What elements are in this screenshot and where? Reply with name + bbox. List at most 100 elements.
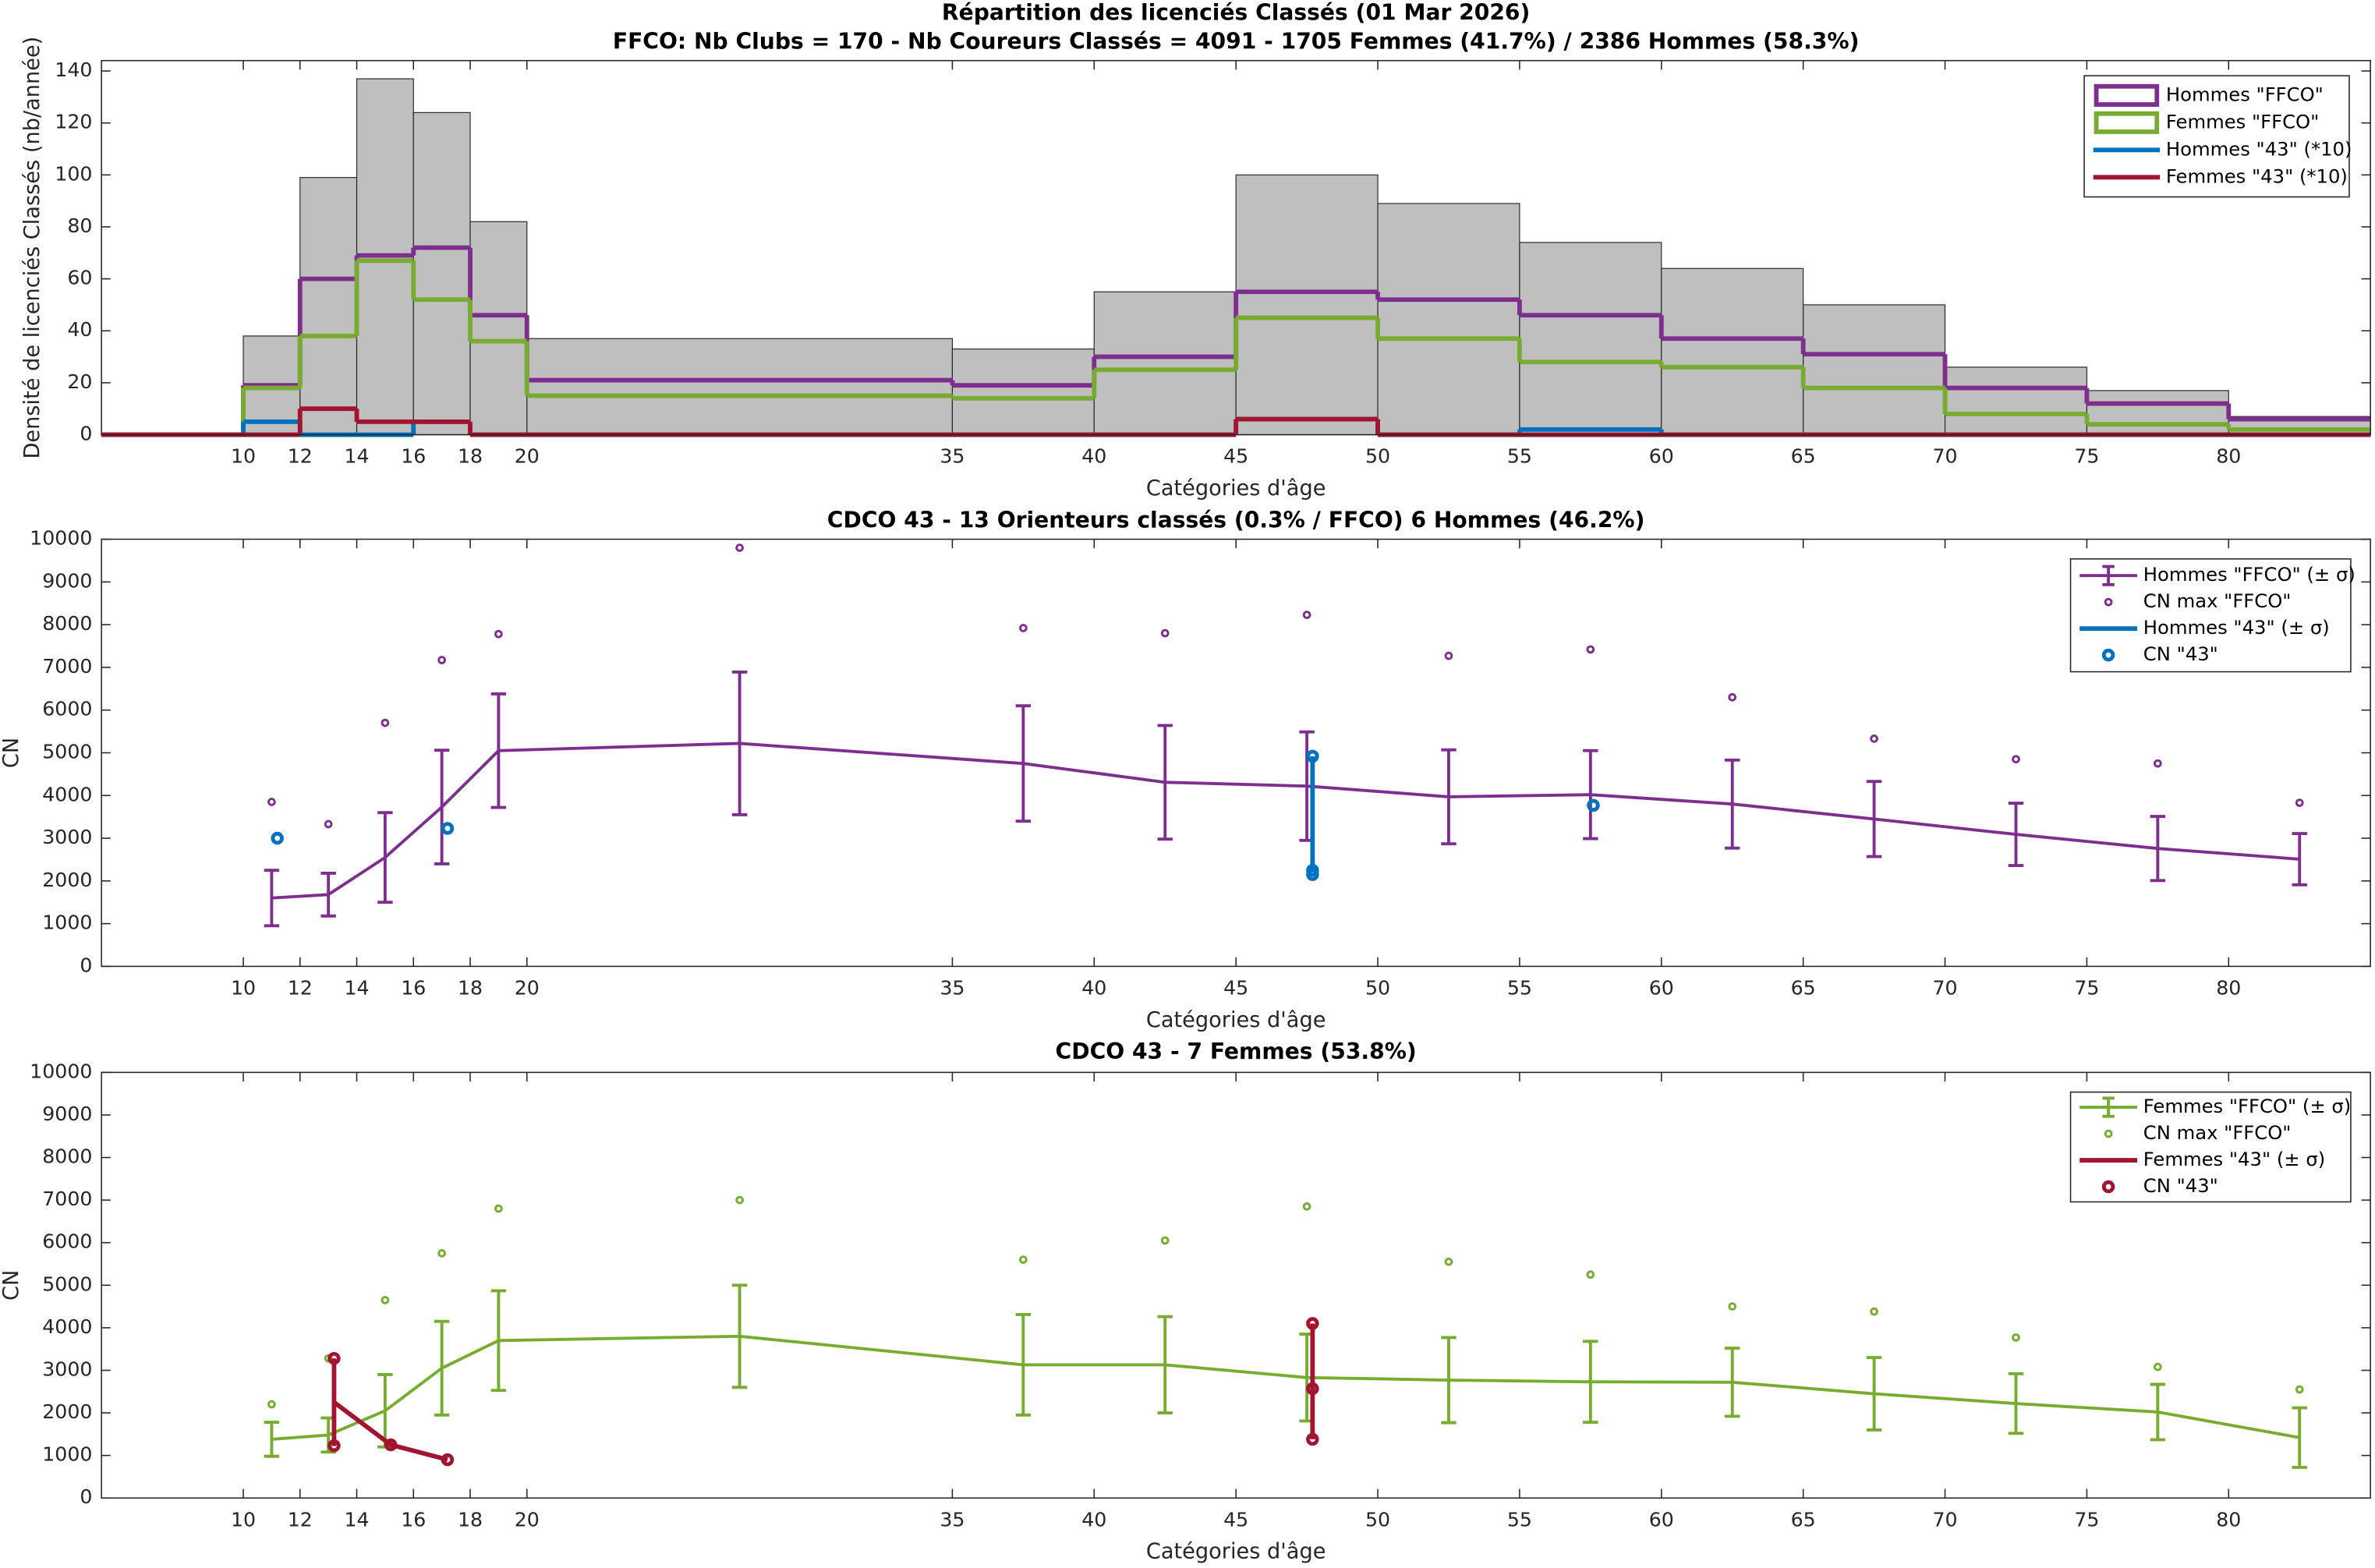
scatter-point — [1019, 624, 1028, 632]
scatter-point — [1302, 1202, 1311, 1211]
chart-title: CDCO 43 - 13 Orienteurs classés (0.3% / … — [827, 507, 1645, 533]
legend-box — [2069, 1091, 2352, 1203]
legend-label: CN "43" — [2143, 1174, 2218, 1197]
x-tick-label: 80 — [2216, 977, 2241, 1000]
x-tick-label: 80 — [2216, 445, 2241, 468]
histogram-bar — [1093, 291, 1237, 436]
y-tick-label: 0 — [80, 1485, 92, 1508]
legend-swatch — [2104, 1129, 2113, 1138]
scatter-point — [267, 798, 276, 806]
scatter-point — [1870, 1307, 1878, 1316]
scatter-point — [327, 1439, 341, 1453]
scatter-point — [1444, 1257, 1453, 1266]
x-tick-label: 70 — [1932, 977, 1957, 1000]
legend-swatch — [2094, 83, 2160, 107]
scatter-point — [2154, 1362, 2162, 1372]
x-tick-label: 35 — [940, 445, 965, 468]
legend-label: Femmes "FFCO" — [2166, 110, 2319, 133]
y-tick-label: 80 — [67, 214, 92, 237]
histogram-bar — [1803, 304, 1946, 436]
axes-box — [101, 59, 2371, 436]
x-tick-label: 20 — [515, 445, 540, 468]
scatter-point — [267, 1400, 276, 1409]
mean-line — [271, 1334, 2300, 1441]
scatter-point — [2295, 1385, 2304, 1394]
x-axis-label: Catégories d'âge — [1146, 476, 1326, 501]
x-tick-label: 65 — [1791, 445, 1816, 468]
x-tick-label: 10 — [231, 445, 256, 468]
scatter-point — [1587, 798, 1600, 812]
y-tick-label: 6000 — [42, 1230, 92, 1253]
y-tick-label: 4000 — [42, 783, 92, 805]
x-tick-label: 20 — [515, 977, 540, 1000]
x-tick-label: 75 — [2074, 445, 2099, 468]
histogram-bar — [2086, 390, 2229, 436]
axes-background — [101, 539, 2371, 967]
scatter-point — [380, 718, 390, 727]
y-tick-label: 5000 — [42, 1272, 92, 1295]
y-tick-label: 1000 — [42, 911, 92, 934]
x-tick-label: 55 — [1507, 977, 1532, 1000]
legend-swatch — [2101, 648, 2115, 662]
x-tick-label: 55 — [1507, 445, 1532, 468]
histogram-bar — [951, 348, 1095, 436]
scatter-point — [324, 819, 333, 829]
legend-label: Hommes "FFCO" (± σ) — [2143, 563, 2356, 586]
scatter-point — [2295, 798, 2304, 807]
y-tick-label: 120 — [55, 111, 92, 133]
scatter-point — [441, 822, 455, 835]
y-axis-label: Densité de licenciés Classés (nb/année) — [20, 37, 44, 459]
x-tick-label: 65 — [1791, 1508, 1816, 1531]
y-tick-label: 7000 — [42, 1188, 92, 1210]
x-tick-label: 14 — [344, 977, 369, 1000]
chart-title: Répartition des licenciés Classés (01 Ma… — [942, 0, 1530, 25]
histogram-bar — [1519, 242, 1662, 436]
x-tick-label: 10 — [231, 1508, 256, 1531]
histogram-bar — [412, 111, 471, 436]
scatter-point — [2154, 759, 2162, 768]
x-axis-label: Catégories d'âge — [1146, 1008, 1326, 1032]
histogram-bar — [1944, 366, 2088, 436]
axes-box — [101, 1071, 2371, 1499]
x-tick-label: 16 — [401, 977, 426, 1000]
scatter-point — [494, 629, 503, 639]
legend-swatch — [2104, 597, 2113, 607]
x-tick-label: 16 — [401, 445, 426, 468]
scatter-point — [2012, 755, 2020, 764]
y-tick-label: 8000 — [42, 1145, 92, 1168]
y-tick-label: 60 — [67, 267, 92, 289]
x-tick-label: 18 — [458, 1508, 483, 1531]
x-tick-label: 10 — [231, 977, 256, 1000]
scatter-point — [494, 1204, 503, 1213]
x-tick-label: 65 — [1791, 977, 1816, 1000]
scatter-point — [1160, 628, 1170, 638]
y-tick-label: 3000 — [42, 826, 92, 848]
legend-label: CN "43" — [2143, 642, 2218, 665]
y-axis-label: CN — [0, 1270, 23, 1301]
x-axis-label: Catégories d'âge — [1146, 1540, 1326, 1564]
x-tick-label: 80 — [2216, 1508, 2241, 1531]
mean-line — [271, 742, 2300, 900]
x-tick-label: 45 — [1223, 977, 1248, 1000]
x-tick-label: 50 — [1365, 977, 1390, 1000]
x-tick-label: 60 — [1649, 1508, 1674, 1531]
scatter-point — [1306, 1432, 1319, 1446]
legend-swatch — [2094, 111, 2160, 134]
legend-label: Femmes "43" (± σ) — [2143, 1148, 2325, 1170]
axes-background — [101, 1072, 2371, 1499]
scatter-point — [1306, 1382, 1319, 1396]
legend-box — [2069, 558, 2352, 673]
y-tick-label: 7000 — [42, 655, 92, 678]
scatter-point — [437, 656, 446, 664]
scatter-point — [1306, 749, 1319, 763]
y-tick-label: 8000 — [42, 612, 92, 635]
axes-box — [101, 538, 2371, 968]
x-tick-label: 14 — [344, 1508, 369, 1531]
scatter-point — [1444, 651, 1453, 660]
histogram-bar — [1661, 267, 1804, 436]
scatter-point — [1160, 1236, 1170, 1245]
legend-label: Hommes "FFCO" — [2166, 83, 2324, 105]
mean-line — [332, 1400, 448, 1462]
scatter-point — [1728, 692, 1737, 702]
legend-label: Femmes "43" (*10) — [2166, 165, 2348, 187]
